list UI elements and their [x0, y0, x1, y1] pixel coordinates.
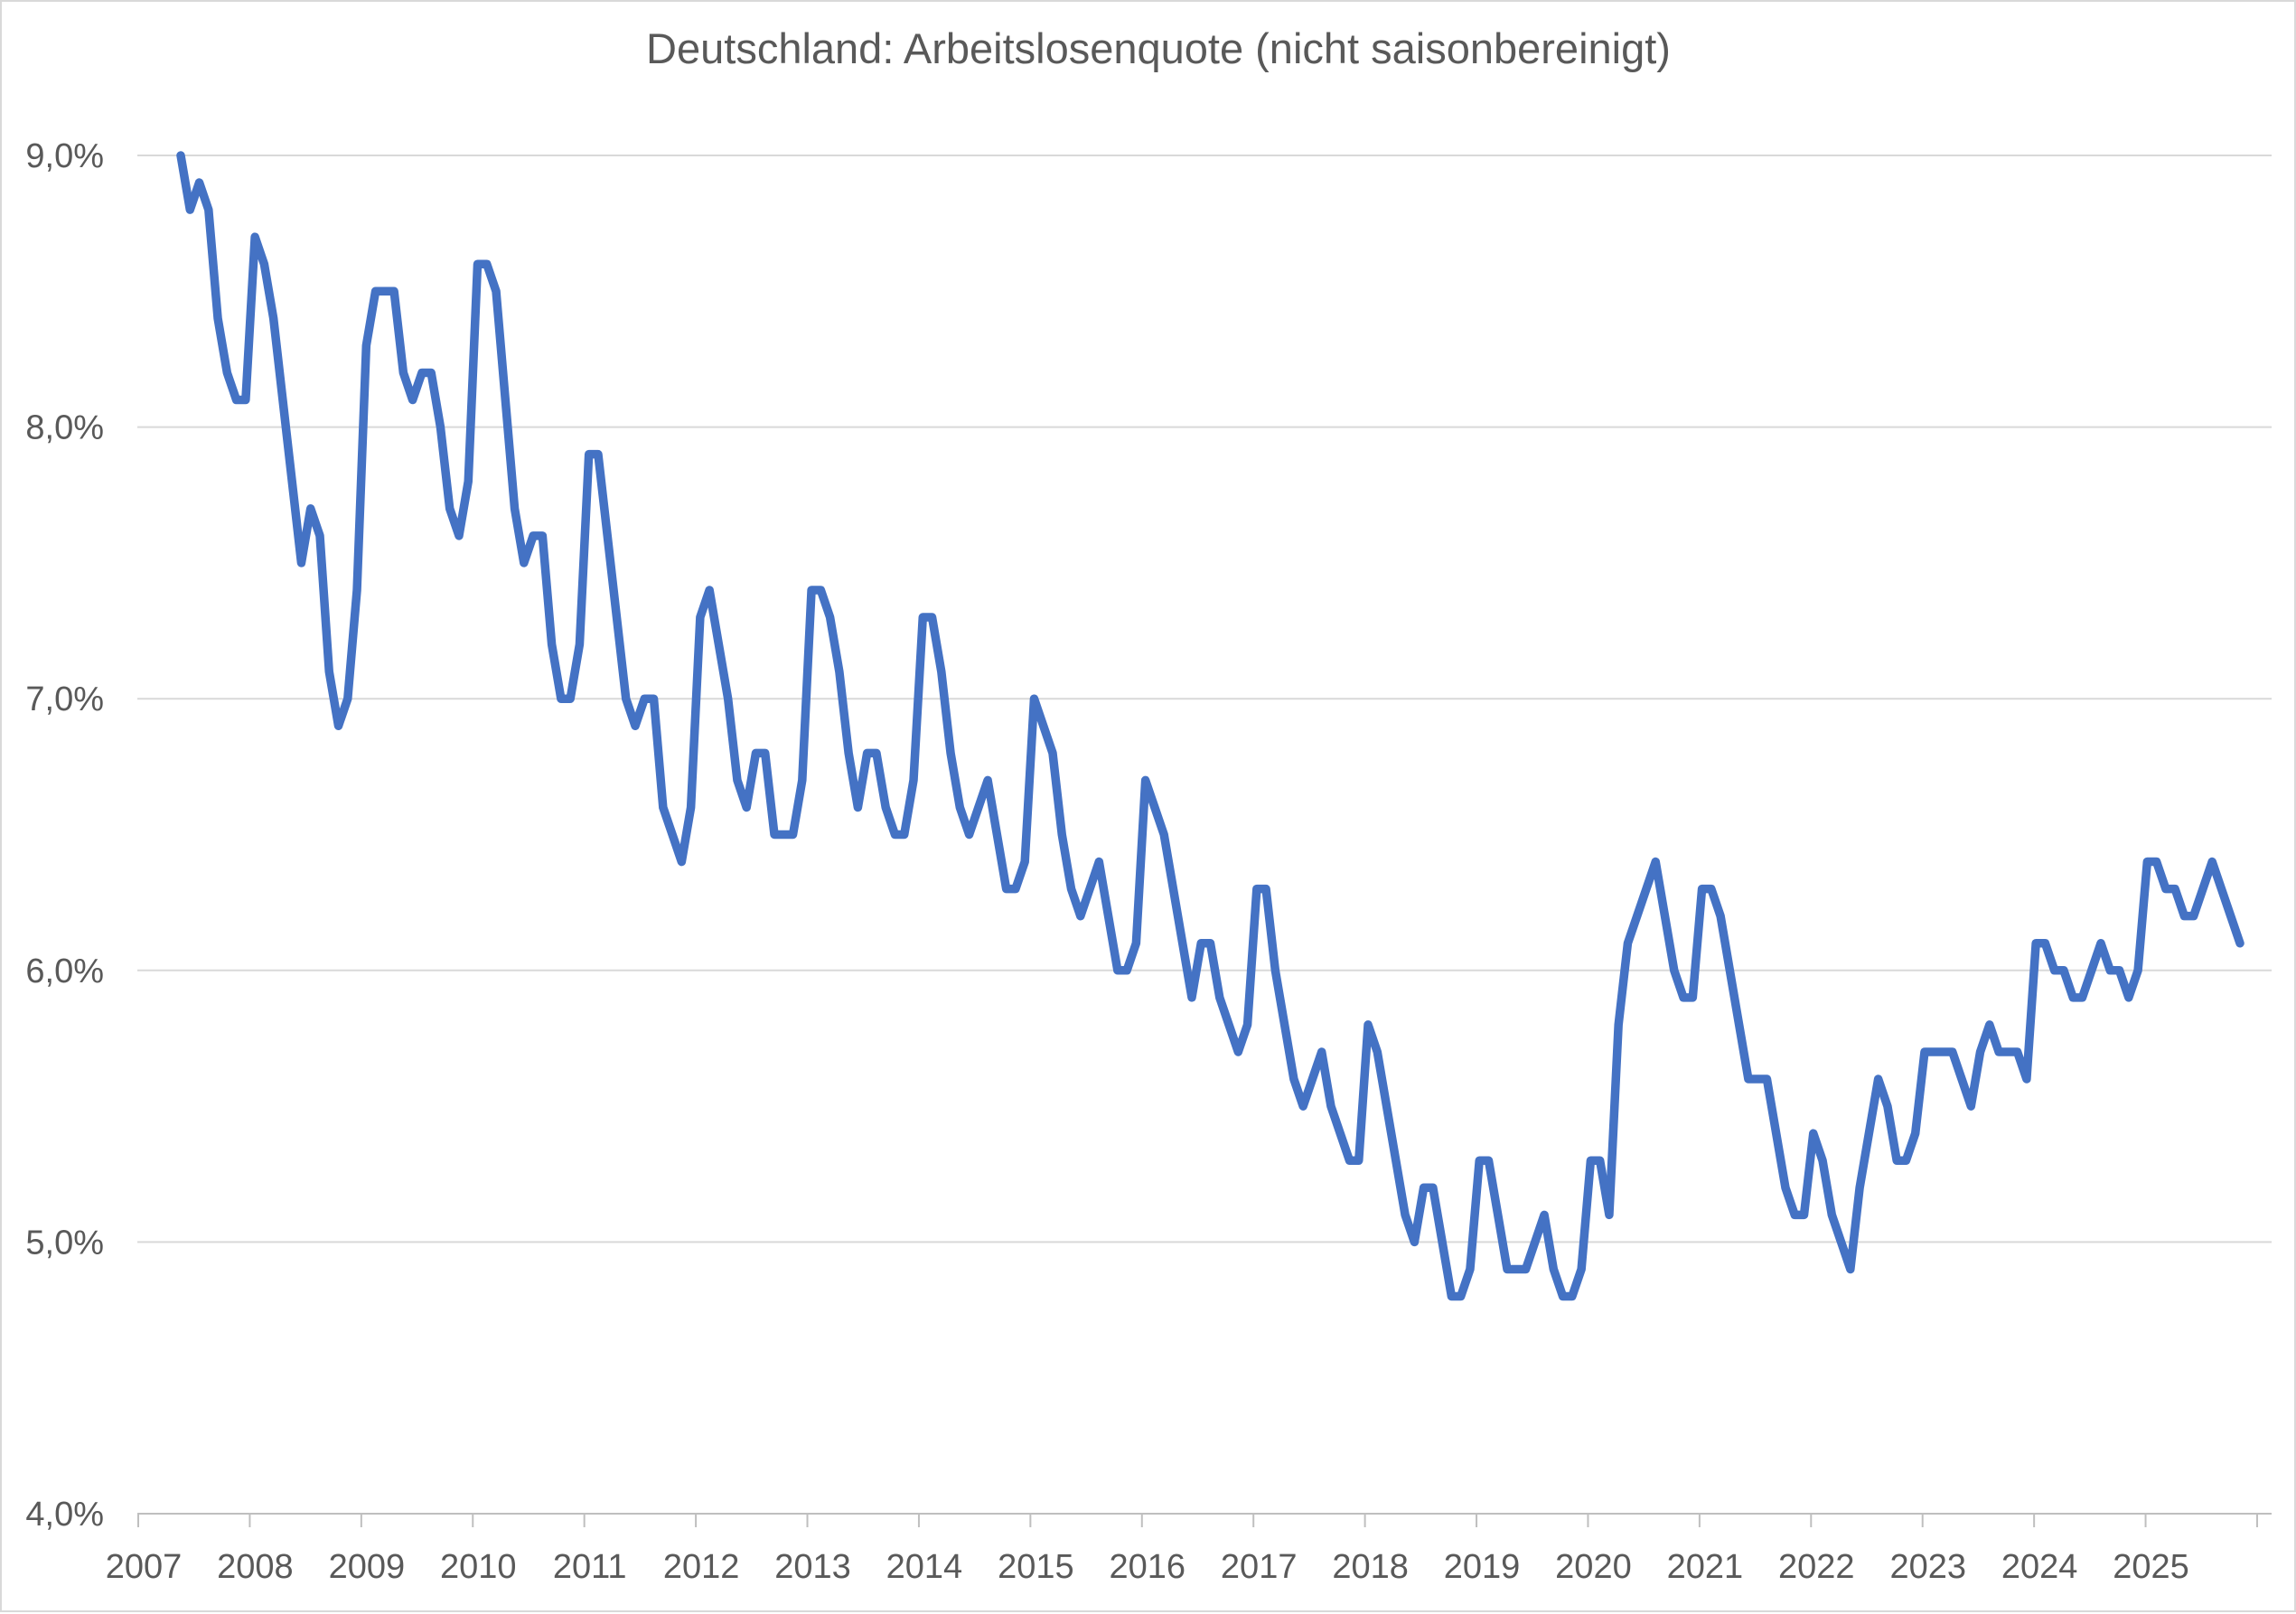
- x-axis-tick-label: 2019: [1444, 1548, 1521, 1586]
- y-axis-tick-label: 8,0%: [25, 409, 104, 447]
- x-axis-labels: 2007 2008 2009 2010 2011 2012 2013 2014 2015 2016…: [106, 1548, 2189, 1586]
- gridlines: [137, 155, 2272, 1243]
- chart-title: Deutschland: Arbeitslosenquote (nicht sa…: [646, 24, 1671, 72]
- x-axis-tick-label: 2021: [1667, 1548, 1744, 1586]
- x-axis-tick-label: 2013: [774, 1548, 851, 1586]
- x-axis-tick-label: 2010: [440, 1548, 517, 1586]
- x-axis-tick-label: 2011: [553, 1548, 627, 1586]
- x-axis-tick-label: 2023: [1889, 1548, 1966, 1586]
- unemployment-rate-line: [176, 151, 2244, 1301]
- x-axis-tick-label: 2009: [329, 1548, 406, 1586]
- x-axis: [137, 1513, 2272, 1527]
- x-axis-tick-label: 2018: [1332, 1548, 1409, 1586]
- y-axis-tick-label: 7,0%: [25, 680, 104, 718]
- x-axis-tick-label: 2008: [217, 1548, 294, 1586]
- y-axis-tick-label: 6,0%: [25, 952, 104, 990]
- y-axis-tick-label: 4,0%: [25, 1496, 104, 1534]
- x-axis-tick-label: 2017: [1221, 1548, 1298, 1586]
- x-axis-tick-label: 2025: [2113, 1548, 2189, 1586]
- y-axis-tick-label: 5,0%: [25, 1224, 104, 1262]
- x-axis-tick-label: 2012: [663, 1548, 740, 1586]
- x-axis-tick-label: 2022: [1778, 1548, 1855, 1586]
- y-axis-tick-label: 9,0%: [25, 137, 104, 175]
- x-axis-tick-label: 2007: [106, 1548, 183, 1586]
- x-axis-tick-label: 2014: [886, 1548, 963, 1586]
- x-axis-tick-label: 2024: [2001, 1548, 2078, 1586]
- x-axis-tick-label: 2020: [1555, 1548, 1632, 1586]
- x-axis-tick-label: 2015: [998, 1548, 1074, 1586]
- y-axis-labels: 9,0% 8,0% 7,0% 6,0% 5,0% 4,0%: [25, 137, 104, 1534]
- x-axis-tick-label: 2016: [1110, 1548, 1186, 1586]
